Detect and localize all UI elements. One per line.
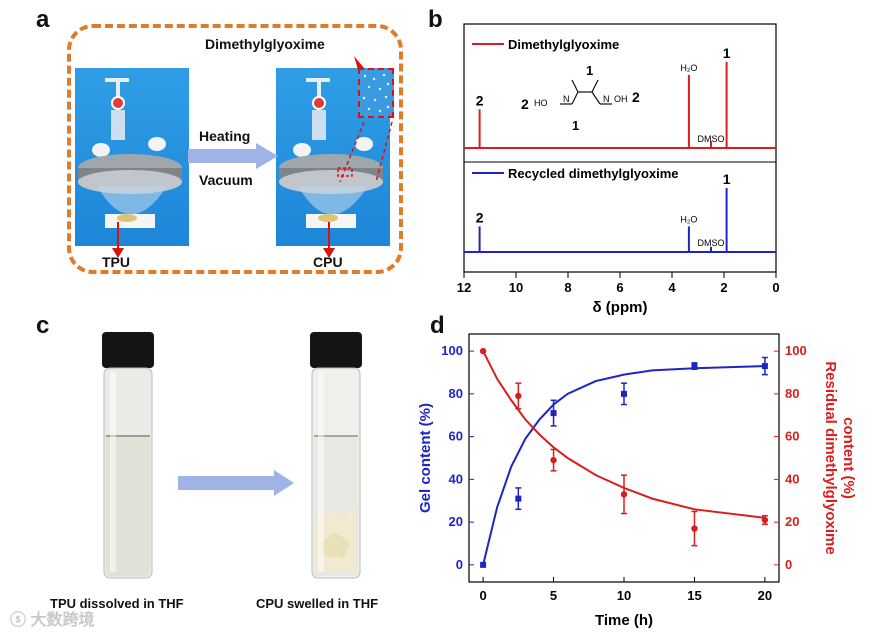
cpu-label: CPU (313, 254, 343, 270)
gel-ytick-label-left: 0 (456, 557, 463, 572)
nmr-peak-label: DMSO (698, 238, 725, 248)
residual-point (479, 347, 487, 355)
gel-xtick-label: 10 (617, 588, 631, 603)
gel-point (761, 363, 768, 370)
arrow-top-label: Heating (199, 128, 251, 144)
gel-xtick-label: 5 (550, 588, 557, 603)
process-arrow (188, 143, 278, 169)
nmr-peak-label: H₂O (680, 214, 697, 224)
gel-ytick-label-right: 0 (785, 557, 792, 572)
nmr-peak-label: 2 (476, 209, 484, 225)
struct-oh: OH (614, 94, 628, 104)
gel-ytick-label-left: 100 (441, 343, 463, 358)
nmr-spectrum-chart: Dimethylglyoxime Recycled dimethylglyoxi… (457, 23, 780, 316)
struct-ho: HO (534, 98, 548, 108)
nmr-peak-label: DMSO (698, 134, 725, 144)
nmr-xtick-label: 8 (564, 280, 571, 295)
gel-fit-curve (482, 350, 766, 519)
residual-point (550, 456, 557, 464)
dimethylglyoxime-crystals-inset (358, 68, 394, 118)
gel-fit-curve (482, 365, 765, 566)
gel-xtick-label: 15 (687, 588, 701, 603)
nmr-xtick-label: 4 (668, 280, 676, 295)
gel-ytick-label-left: 80 (449, 386, 463, 401)
panel-a-letter: a (36, 6, 50, 33)
residual-point (691, 525, 698, 532)
gel-ylabel-left: Gel content (%) (417, 403, 434, 513)
cpu-vial-photo (304, 332, 368, 582)
dmg-structure (560, 79, 612, 105)
gel-ytick-label-right: 100 (785, 343, 807, 358)
gel-xlabel: Time (h) (595, 612, 653, 629)
struct-label-2-right: 2 (632, 89, 640, 105)
tpu-pointer-arrow (112, 222, 124, 258)
nmr-peak-label: 1 (723, 171, 731, 187)
panel-a-frame (67, 24, 403, 274)
gel-ytick-label-left: 20 (449, 514, 463, 529)
gel-content-chart: 0 5 10 15 20 0 0 20 20 40 40 60 60 80 80 100 100 Time (h… (417, 333, 857, 629)
gel-xtick-label: 0 (479, 588, 486, 603)
struct-label-1-bottom: 1 (572, 118, 579, 133)
residual-point (515, 392, 522, 400)
panel-b-letter: b (428, 6, 443, 33)
nmr-xtick-label: 0 (772, 280, 779, 295)
gel-xtick-label: 20 (758, 588, 772, 603)
tpu-vial-photo (96, 332, 160, 582)
gel-ytick-label-right: 60 (785, 429, 799, 444)
arrow-bottom-label: Vacuum (199, 172, 253, 188)
tpu-label: TPU (102, 254, 130, 270)
gel-point (515, 495, 522, 502)
tpu-apparatus-photo (75, 68, 189, 246)
nmr-xtick-label: 10 (509, 280, 523, 295)
watermark: ⓢ 大数跨境 (10, 606, 94, 630)
tpu-vial-caption: TPU dissolved in THF (50, 596, 184, 611)
gel-ytick-label-right: 80 (785, 386, 799, 401)
nmr-xtick-label: 2 (720, 280, 727, 295)
struct-n-left: N (563, 94, 570, 104)
panel-d-letter: d (430, 312, 445, 339)
cpu-apparatus-photo (276, 68, 390, 246)
gel-point (480, 561, 487, 568)
gel-ytick-label-left: 40 (449, 471, 463, 486)
gel-ytick-label-right: 40 (785, 471, 799, 486)
vial-transition-arrow (178, 470, 294, 496)
legend-recycled: Recycled dimethylglyoxime (508, 166, 679, 181)
nmr-xtick-label: 12 (457, 280, 471, 295)
residual-point (620, 491, 628, 498)
gel-ylabel-right-1: Residual dimethylglyoxime (822, 361, 839, 554)
legend-dmg: Dimethylglyoxime (508, 37, 619, 52)
gel-ytick-label-right: 20 (785, 514, 799, 529)
gel-ytick-label-left: 60 (449, 429, 463, 444)
cpu-vial-caption: CPU swelled in THF (256, 596, 379, 611)
struct-n-right: N (603, 94, 610, 104)
residual-point (761, 516, 769, 524)
struct-label-2-left: 2 (521, 96, 529, 112)
gel-point (691, 363, 698, 370)
struct-label-1-top: 1 (586, 63, 593, 78)
nmr-peak-label: H₂O (680, 63, 697, 73)
inset-dashed-links (339, 56, 393, 183)
watermark-logo-icon: ⓢ (10, 612, 27, 629)
gel-point (550, 410, 557, 417)
nmr-xtick-label: 6 (616, 280, 623, 295)
gel-ylabel-right-2: content (%) (840, 417, 857, 499)
watermark-text: 大数跨境 (30, 612, 95, 629)
nmr-xlabel: δ (ppm) (593, 299, 648, 316)
nmr-peak-label: 2 (476, 92, 484, 108)
nmr-peak-label: 1 (723, 45, 731, 61)
gel-point (621, 390, 627, 397)
cpu-pointer-arrow (323, 222, 335, 258)
inset-label: Dimethylglyoxime (205, 36, 325, 52)
panel-c-letter: c (36, 312, 50, 339)
